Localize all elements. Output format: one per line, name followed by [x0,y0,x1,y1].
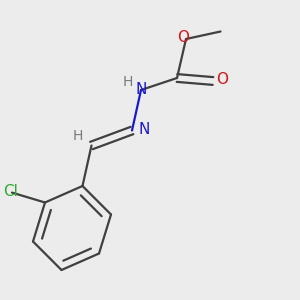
Text: H: H [122,76,133,89]
Text: N: N [138,122,150,137]
Text: N: N [136,82,147,97]
Text: Cl: Cl [3,184,18,199]
Text: O: O [216,72,228,87]
Text: H: H [73,130,83,143]
Text: O: O [177,30,189,45]
